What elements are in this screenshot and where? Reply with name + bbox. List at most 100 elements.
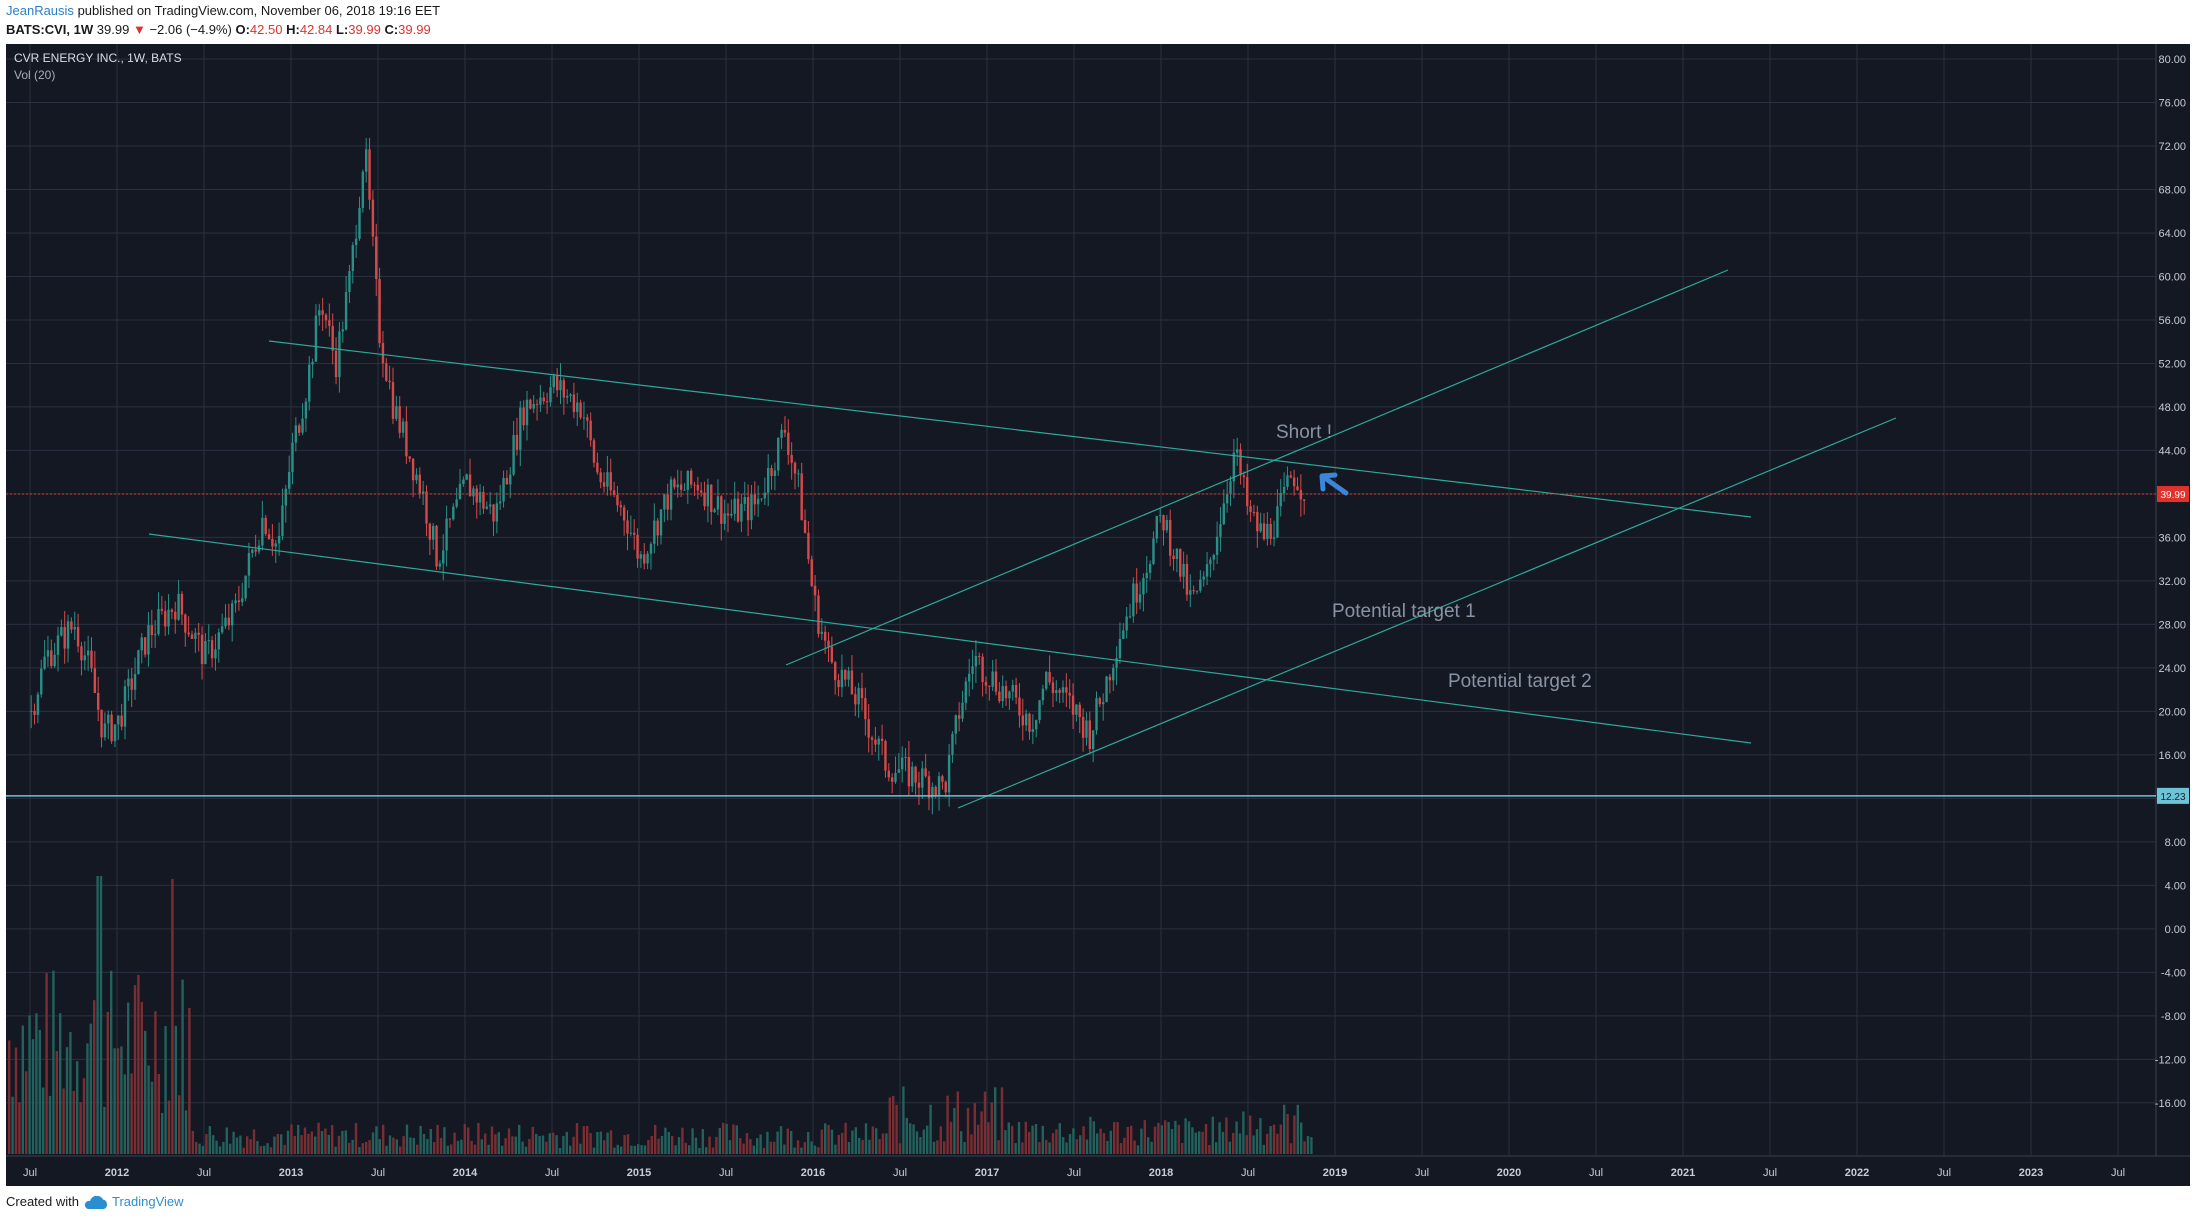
candle-body (1014, 685, 1018, 698)
candle-body (1215, 536, 1219, 555)
volume-bar (977, 1124, 980, 1154)
candle-body (1276, 506, 1279, 538)
candle-body (197, 632, 200, 635)
candle-body (1189, 590, 1192, 595)
volume-bar (674, 1145, 677, 1154)
volume-bar (286, 1130, 290, 1154)
volume-bar (378, 1139, 381, 1154)
candle-body (971, 666, 974, 674)
candle-body (214, 649, 217, 659)
volume-bar (626, 1134, 630, 1154)
volume-bar (1259, 1118, 1262, 1154)
candle-body (1118, 638, 1122, 659)
volume-bar (949, 1121, 953, 1154)
candle-body (334, 350, 338, 378)
volume-bar (266, 1143, 269, 1154)
candle-body (227, 617, 231, 626)
volume-bar (1011, 1126, 1014, 1154)
x-tick-label: Jul (371, 1167, 385, 1179)
x-tick-label: 2016 (801, 1167, 825, 1179)
candle-body (80, 646, 83, 661)
volume-bar (467, 1127, 470, 1154)
volume-bar (86, 1043, 89, 1154)
candle-body (1299, 490, 1303, 500)
candle-body (324, 314, 328, 321)
candle-body (113, 724, 117, 742)
candle-body (1162, 515, 1165, 531)
candle-body (723, 513, 726, 524)
candle-body (137, 650, 140, 675)
candle-body (1024, 713, 1028, 726)
candle-body (73, 626, 76, 630)
volume-bar (21, 1025, 24, 1154)
candle-body (746, 497, 750, 521)
candle-body (338, 331, 341, 378)
volume-bar (728, 1140, 732, 1154)
candle-body (864, 698, 867, 720)
volume-bar (1048, 1142, 1051, 1154)
candle-body (633, 532, 636, 535)
candle-body (358, 207, 361, 239)
trendline (268, 340, 1752, 518)
volume-bar (562, 1136, 565, 1154)
volume-bar (473, 1144, 477, 1154)
volume-bar (422, 1134, 426, 1154)
candle-body (244, 575, 247, 599)
y-tick-label: -16.00 (2155, 1098, 2186, 1110)
candle-body (927, 776, 931, 798)
candle-body (351, 245, 354, 272)
candle-body (294, 425, 298, 443)
volume-bar (191, 1130, 194, 1154)
candle-body (482, 491, 485, 509)
volume-bar (358, 1147, 361, 1154)
candle-body (505, 477, 509, 485)
volume-bar (167, 1100, 171, 1154)
candle-body (599, 472, 602, 483)
chart-area[interactable]: 80.00 76.00 72.00 68.00 64.00 60.00 56.00 52.00… (6, 44, 2190, 1186)
volume-bar (14, 1047, 18, 1154)
candle-body (291, 442, 294, 473)
x-tick-label: Jul (545, 1167, 559, 1179)
x-tick-label: Jul (1589, 1167, 1603, 1179)
candle-body (934, 786, 937, 796)
volume-bar (249, 1139, 252, 1154)
volume-bar (1164, 1120, 1167, 1154)
candle-body (1229, 481, 1232, 494)
volume-bar (327, 1134, 330, 1154)
candle-body (820, 631, 823, 634)
volume-bar (1201, 1131, 1204, 1154)
candle-body (646, 553, 649, 564)
author-link[interactable]: JeanRausis (6, 3, 74, 18)
candle-body (224, 617, 227, 627)
volume-bar (810, 1141, 813, 1154)
candle-body (157, 608, 160, 635)
candle-body (569, 394, 572, 396)
volume-bar (1157, 1122, 1160, 1154)
volume-bar (847, 1142, 851, 1154)
y-tick-label: 32.00 (2158, 576, 2186, 588)
candle-body (415, 474, 418, 481)
volume-bar (824, 1123, 827, 1154)
candle-body (854, 694, 857, 705)
volume-bar (705, 1147, 708, 1154)
tradingview-link[interactable]: TradingView (112, 1194, 184, 1209)
candle-body (1152, 538, 1155, 564)
volume-bar (531, 1126, 534, 1154)
volume-bar (1000, 1087, 1004, 1154)
candle-body (713, 509, 716, 512)
volume-bar (654, 1124, 657, 1154)
y-tick-label: 80.00 (2158, 54, 2186, 66)
volume-bar (932, 1141, 936, 1154)
candle-body (1125, 616, 1128, 631)
candle-body (582, 417, 586, 419)
candle-body (532, 403, 535, 409)
candle-body (502, 477, 505, 502)
candle-body (850, 670, 854, 695)
candle-body (643, 554, 646, 564)
volume-bar (208, 1126, 211, 1154)
candle-body (602, 482, 606, 487)
volume-bar (368, 1140, 371, 1154)
price-chart[interactable]: 80.00 76.00 72.00 68.00 64.00 60.00 56.00 52.00… (6, 44, 2190, 1186)
candle-body (495, 503, 499, 522)
volume-bar (749, 1139, 752, 1154)
